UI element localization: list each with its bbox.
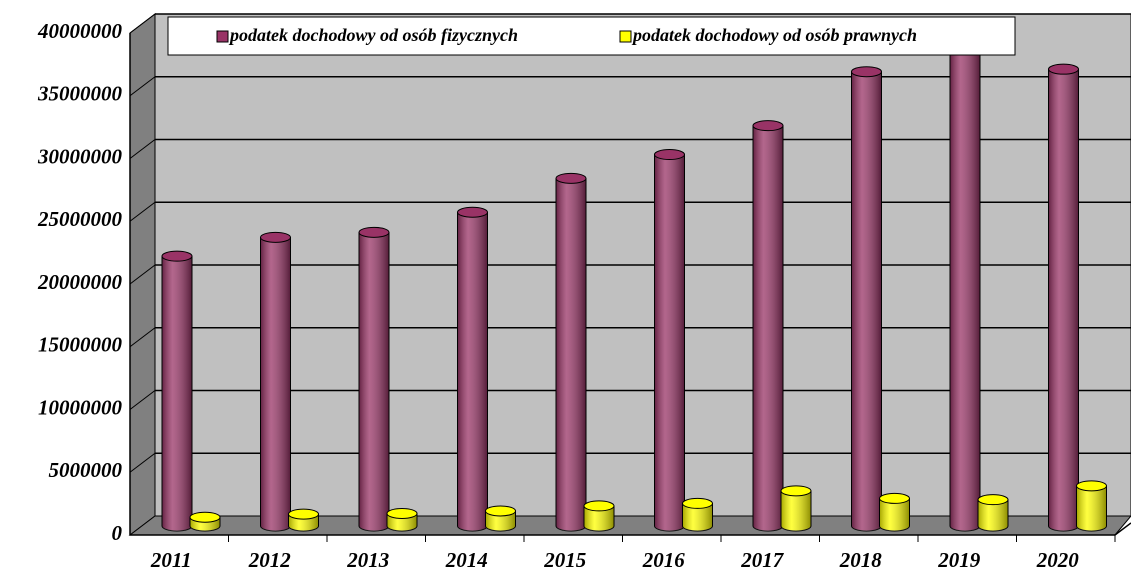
- bar-shade: [781, 490, 811, 531]
- bar-shade: [260, 237, 291, 531]
- bar-shade: [978, 499, 1008, 531]
- bar-top: [260, 231, 291, 243]
- x-tick-label: 2015: [543, 548, 586, 572]
- y-tick-label: 0: [112, 521, 123, 545]
- grid-line: [129, 76, 156, 97]
- x-tick-label: 2012: [248, 548, 292, 572]
- x-tick-label: 2018: [839, 548, 883, 572]
- bar-shade: [851, 71, 882, 531]
- bar-top: [879, 492, 910, 504]
- y-tick-label: 35000000: [37, 82, 123, 106]
- bar-top: [288, 508, 319, 520]
- grid-line: [129, 327, 156, 348]
- bar-top: [851, 66, 882, 78]
- bar-top: [682, 497, 713, 509]
- bar-top: [485, 505, 516, 517]
- bar-top: [977, 494, 1009, 506]
- bar-shade: [682, 503, 713, 531]
- y-tick-label: 20000000: [37, 270, 123, 294]
- bar-top: [457, 206, 488, 218]
- bar-top: [583, 500, 615, 512]
- x-tick-label: 2020: [1036, 548, 1080, 572]
- grid-line: [129, 264, 156, 285]
- bar-shade: [457, 212, 488, 531]
- grid-line: [129, 139, 156, 159]
- x-tick-label: 2016: [642, 548, 686, 572]
- bar-top: [752, 120, 784, 132]
- bar-shade: [556, 178, 586, 532]
- bar-top: [780, 485, 812, 497]
- grid-line: [129, 390, 156, 410]
- y-tick-label: 25000000: [37, 207, 123, 231]
- bar-top: [555, 172, 587, 184]
- grid-line: [129, 452, 156, 473]
- y-tick-label: 30000000: [37, 144, 123, 168]
- grid-line: [129, 13, 156, 34]
- x-tick-label: 2014: [445, 548, 488, 572]
- y-tick-label: 15000000: [38, 333, 123, 357]
- bar-shade: [584, 505, 614, 531]
- bar-top: [1076, 480, 1107, 492]
- x-tick-label: 2017: [740, 548, 785, 572]
- bar-top: [1048, 63, 1079, 75]
- legend-swatch: [216, 30, 229, 43]
- bar-top: [386, 507, 418, 519]
- grid-line: [129, 201, 156, 222]
- bar-top: [654, 149, 685, 161]
- bar-shade: [879, 498, 910, 531]
- legend-swatch: [619, 30, 632, 43]
- bar-shade: [1076, 485, 1107, 531]
- legend-label: podatek dochodowy od osób prawnych: [631, 25, 917, 45]
- x-tick-label: 2011: [150, 548, 192, 572]
- x-axis-end: [1114, 522, 1131, 536]
- bar-shade: [950, 41, 980, 531]
- bar-top: [189, 511, 221, 523]
- bar-shade: [1048, 69, 1079, 532]
- legend: [167, 16, 1016, 56]
- bar-shade: [162, 256, 192, 531]
- y-tick-label: 10000000: [38, 395, 123, 419]
- bar-shade: [359, 232, 389, 531]
- bar-top: [358, 226, 390, 238]
- bar-shade: [485, 510, 516, 531]
- legend-label: podatek dochodowy od osób fizycznych: [228, 25, 518, 45]
- x-tick-label: 2013: [346, 548, 389, 572]
- bar-shade: [654, 154, 685, 531]
- y-tick-label: 40000000: [37, 19, 123, 43]
- bar-top: [161, 250, 193, 262]
- x-tick-label: 2019: [937, 548, 981, 572]
- y-tick-label: 5000000: [49, 458, 123, 482]
- bar-shade: [753, 125, 783, 531]
